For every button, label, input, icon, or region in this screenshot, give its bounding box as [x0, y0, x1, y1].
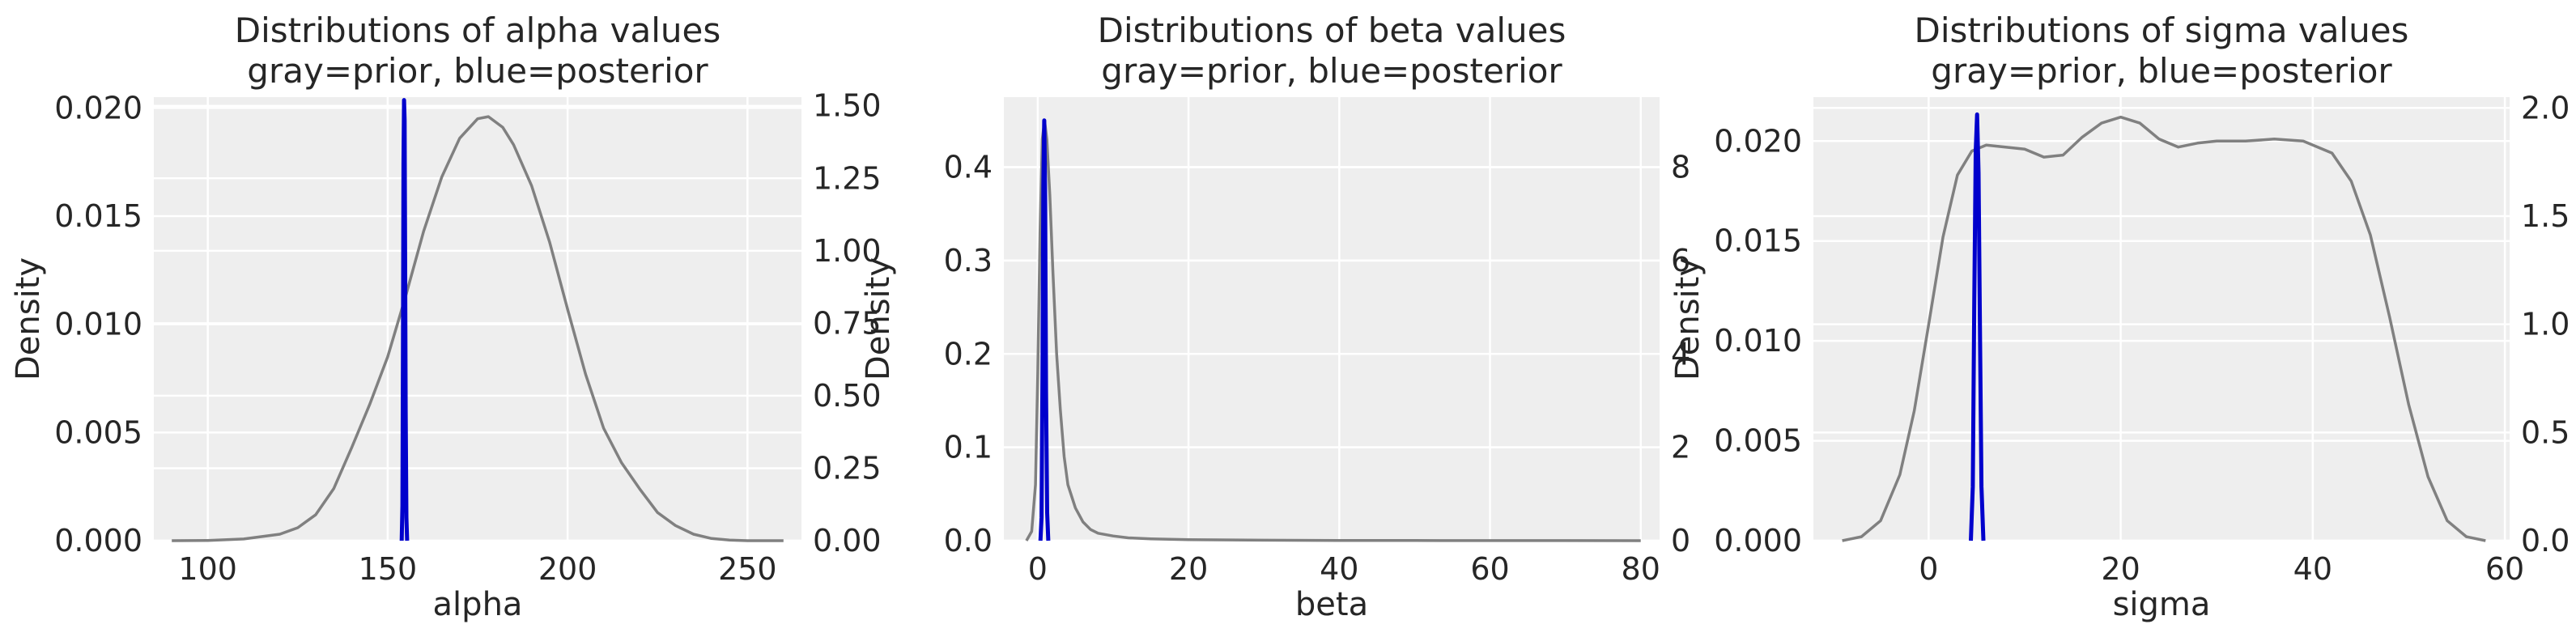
y-tick-label: 0.005 — [1714, 423, 1802, 459]
y2-tick-label: 0.00 — [813, 523, 882, 558]
y-axis-label: Density — [10, 257, 47, 380]
y-tick-label: 0.005 — [54, 414, 142, 450]
y-tick-label: 0.000 — [54, 523, 142, 558]
y-axis-label: Density — [860, 257, 897, 380]
chart-subtitle: gray=prior, blue=posterior — [247, 51, 708, 91]
x-axis-label: sigma — [2113, 586, 2211, 623]
prior-density-line — [172, 115, 784, 542]
x-tick-label: 40 — [1320, 551, 1358, 587]
prior-density-line — [1842, 115, 2486, 542]
x-tick-label: 250 — [718, 551, 777, 587]
posterior-density-line — [1969, 112, 1986, 541]
y2-tick-label: 1.0 — [2521, 307, 2570, 342]
x-tick-label: 60 — [1470, 551, 1509, 587]
chart-title: Distributions of sigma values — [1915, 11, 2409, 50]
y2-tick-label: 1.00 — [813, 233, 882, 269]
y-tick-label: 0.010 — [54, 307, 142, 342]
chart-panel-sigma: 0 20 40 600.0000.0050.0100.0150.0200.00.51.… — [1669, 11, 2570, 623]
y2-tick-label: 0.0 — [2521, 523, 2570, 558]
plot-area — [1813, 97, 2510, 541]
y2-tick-label: 6 — [1671, 243, 1690, 278]
prior-density-line — [1025, 119, 1641, 542]
y-tick-label: 0.0 — [944, 523, 993, 558]
y2-tick-label: 0.5 — [2521, 414, 2570, 450]
y2-tick-label: 1.25 — [813, 160, 882, 196]
y2-tick-label: 0.50 — [813, 378, 882, 414]
y-tick-label: 0.2 — [944, 336, 993, 372]
posterior-density-line — [1038, 118, 1051, 541]
x-axis-label: alpha — [433, 586, 523, 623]
chart-panel-alpha: 100 150 200 250 0.000 0.005 0.010 0.015 0.020 0.0… — [10, 11, 882, 623]
x-tick-label: 100 — [178, 551, 237, 587]
y2-tick-label: 4 — [1671, 336, 1690, 372]
y2-tick-label: 1.50 — [813, 88, 882, 124]
y-tick-label: 0.015 — [1714, 223, 1802, 259]
y-tick-label: 0.1 — [944, 430, 993, 465]
x-tick-label: 20 — [2101, 551, 2140, 587]
y-tick-label: 0.4 — [944, 150, 993, 185]
y2-tick-label: 2.0 — [2521, 90, 2570, 125]
y-tick-label: 0.000 — [1714, 523, 1802, 558]
y2-tick-label: 0.25 — [813, 450, 882, 486]
chart-subtitle: gray=prior, blue=posterior — [1101, 51, 1562, 91]
y-tick-label: 0.020 — [1714, 123, 1802, 159]
x-tick-label: 200 — [538, 551, 597, 587]
x-tick-label: 80 — [1622, 551, 1660, 587]
y-tick-label: 0.015 — [54, 198, 142, 234]
posterior-density-line — [399, 98, 410, 541]
y2-tick-label: 2 — [1671, 430, 1690, 465]
y-tick-label: 0.010 — [1714, 323, 1802, 359]
chart-title: Distributions of beta values — [1098, 11, 1566, 50]
chart-title: Distributions of alpha values — [235, 11, 721, 50]
x-tick-label: 60 — [2485, 551, 2524, 587]
chart-panel-beta: 0 20 40 60 80 0.0 0.1 0.2 0.3 0.4 0 2 4 6 8 Distributio… — [860, 11, 1690, 623]
x-tick-label: 40 — [2293, 551, 2332, 587]
y2-tick-label: 0.75 — [813, 305, 882, 341]
y2-tick-label: 8 — [1671, 150, 1690, 185]
plot-area — [1004, 97, 1660, 541]
chart-subtitle: gray=prior, blue=posterior — [1931, 51, 2392, 91]
y-tick-label: 0.3 — [944, 243, 993, 278]
plot-area — [154, 97, 801, 541]
y-axis-label: Density — [1669, 257, 1707, 380]
x-tick-label: 20 — [1169, 551, 1208, 587]
x-axis-label: beta — [1295, 586, 1368, 623]
x-tick-label: 0 — [1028, 551, 1048, 587]
x-tick-label: 150 — [359, 551, 418, 587]
y2-tick-label: 1.5 — [2521, 198, 2570, 234]
x-tick-label: 0 — [1919, 551, 1938, 587]
y2-tick-label: 0 — [1671, 523, 1690, 558]
y-tick-label: 0.020 — [54, 90, 142, 125]
